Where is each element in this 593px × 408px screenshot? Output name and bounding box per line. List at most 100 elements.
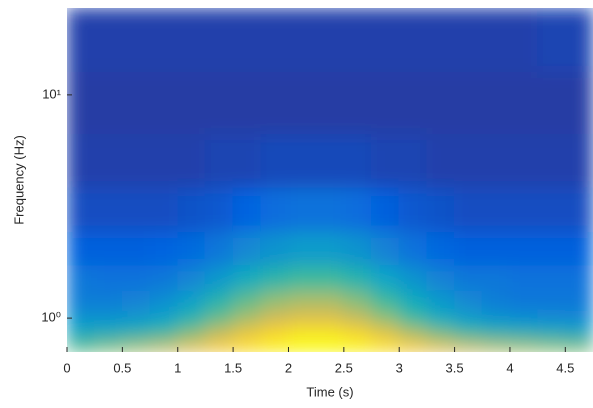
heatmap-cell <box>564 339 593 352</box>
heatmap-cell <box>232 133 262 188</box>
heatmap-cell <box>343 264 373 291</box>
heatmap-cell <box>481 264 511 291</box>
heatmap-cell <box>343 186 373 232</box>
heatmap-cell <box>343 308 373 327</box>
heatmap-cell <box>564 325 593 341</box>
heatmap-cell <box>481 186 511 232</box>
heatmap-cell <box>67 186 96 232</box>
heatmap-cell <box>287 70 317 135</box>
heatmap-cell <box>315 70 345 135</box>
heatmap-cell <box>426 70 456 135</box>
heatmap-cell <box>67 8 96 72</box>
heatmap-cell <box>343 325 373 341</box>
heatmap-cell <box>121 339 151 352</box>
heatmap-cell <box>204 325 234 341</box>
heatmap-cell <box>94 8 123 72</box>
heatmap-cell <box>177 8 206 72</box>
heatmap-cell <box>509 8 539 72</box>
heatmap-cell <box>343 289 373 310</box>
heatmap-cell <box>398 289 428 310</box>
heatmap-cell <box>343 133 373 188</box>
heatmap-cell <box>177 70 206 135</box>
heatmap-cell <box>232 230 262 266</box>
x-tick-label: 1.5 <box>224 360 242 375</box>
heatmap-cell <box>121 264 151 291</box>
heatmap-cell <box>537 8 566 72</box>
x-tick-label: 2.5 <box>335 360 353 375</box>
heatmap-cell <box>204 264 234 291</box>
heatmap-cell <box>287 308 317 327</box>
heatmap-cell <box>260 8 289 72</box>
heatmap-cell <box>94 289 123 310</box>
heatmap-cell <box>287 186 317 232</box>
heatmap-cell <box>371 186 400 232</box>
heatmap-cell <box>149 70 179 135</box>
heatmap-cell <box>454 308 483 327</box>
heatmap-cell <box>398 325 428 341</box>
heatmap-cell <box>67 325 96 341</box>
heatmap-cell <box>260 186 289 232</box>
heatmap-cell <box>121 308 151 327</box>
heatmap-cell <box>481 8 511 72</box>
heatmap-cell <box>426 186 456 232</box>
heatmap-cell <box>67 264 96 291</box>
heatmap-cells <box>67 8 593 352</box>
heatmap-cell <box>509 264 539 291</box>
heatmap-cell <box>398 339 428 352</box>
heatmap-cell <box>149 308 179 327</box>
heatmap-cell <box>426 289 456 310</box>
heatmap-cell <box>426 325 456 341</box>
heatmap-cell <box>121 325 151 341</box>
heatmap-cell <box>343 230 373 266</box>
heatmap-cell <box>204 133 234 188</box>
heatmap-cell <box>260 70 289 135</box>
heatmap-cell <box>537 289 566 310</box>
heatmap-cell <box>177 308 206 327</box>
heatmap-cell <box>232 325 262 341</box>
x-tick-label: 3 <box>396 360 403 375</box>
heatmap-cell <box>149 339 179 352</box>
heatmap-cell <box>121 8 151 72</box>
heatmap-cell <box>564 308 593 327</box>
heatmap-cell <box>509 325 539 341</box>
y-tick-label: 10⁰ <box>41 310 61 325</box>
heatmap-cell <box>149 8 179 72</box>
heatmap-cell <box>481 133 511 188</box>
x-tick-label: 0 <box>63 360 70 375</box>
heatmap-cell <box>371 230 400 266</box>
heatmap-cell <box>121 230 151 266</box>
heatmap-cell <box>564 8 593 72</box>
heatmap-cell <box>343 70 373 135</box>
heatmap-cell <box>315 339 345 352</box>
heatmap-cell <box>537 339 566 352</box>
heatmap <box>67 8 593 352</box>
heatmap-cell <box>94 325 123 341</box>
x-axis-label: Time (s) <box>306 384 353 399</box>
heatmap-cell <box>94 308 123 327</box>
heatmap-cell <box>67 289 96 310</box>
heatmap-cell <box>94 230 123 266</box>
heatmap-cell <box>204 230 234 266</box>
heatmap-cell <box>371 133 400 188</box>
heatmap-cell <box>454 8 483 72</box>
heatmap-cell <box>177 289 206 310</box>
heatmap-cell <box>481 70 511 135</box>
heatmap-cell <box>371 264 400 291</box>
heatmap-cell <box>454 325 483 341</box>
heatmap-cell <box>537 186 566 232</box>
heatmap-cell <box>287 339 317 352</box>
heatmap-cell <box>537 264 566 291</box>
heatmap-cell <box>149 230 179 266</box>
heatmap-cell <box>481 289 511 310</box>
heatmap-cell <box>315 230 345 266</box>
heatmap-cell <box>564 186 593 232</box>
heatmap-cell <box>509 308 539 327</box>
heatmap-cell <box>454 133 483 188</box>
heatmap-cell <box>371 325 400 341</box>
heatmap-cell <box>121 186 151 232</box>
heatmap-cell <box>204 339 234 352</box>
heatmap-cell <box>509 339 539 352</box>
heatmap-cell <box>371 289 400 310</box>
heatmap-cell <box>398 133 428 188</box>
